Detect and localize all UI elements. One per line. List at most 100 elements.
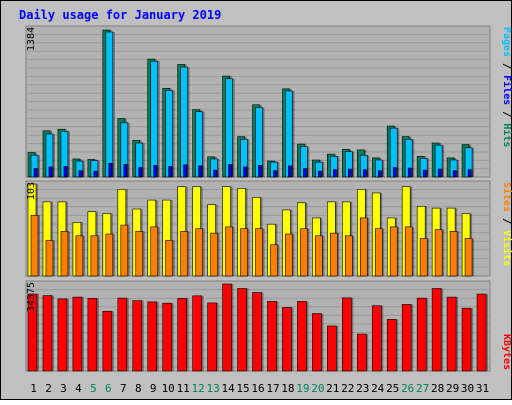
day-label: 12 [191,382,204,395]
pages-bar-shadow [455,170,459,177]
sites-visits-panel [25,180,491,277]
kbytes-bar [162,302,173,372]
day-label: 31 [476,382,489,395]
pages-bar [183,164,187,178]
files-bar [150,60,159,178]
kbytes-bar [222,283,232,372]
pages-bar-shadow [140,167,144,177]
kbytes-bar [342,297,352,372]
legend-visits: Visits [501,230,512,266]
kbytes-bar [237,288,247,372]
pages-bar-shadow [425,170,429,177]
pages-bar [228,163,232,178]
kbytes-bar [297,301,307,372]
day-label: 27 [416,382,429,395]
day-label: 14 [221,382,235,395]
sites-bar [90,235,99,277]
kbytes-bar [282,307,292,372]
pages-bar-shadow [470,169,474,177]
day-label: 2 [45,382,52,395]
day-label: 26 [401,382,414,395]
kbytes-bar [267,301,277,372]
day-label: 24 [371,382,385,395]
day-label: 13 [206,382,219,395]
sites-bar [359,217,368,277]
pages-bar-shadow [305,168,309,177]
files-bar [180,66,188,178]
day-label: 8 [135,382,142,395]
sites-bar [150,226,159,277]
kbytes-bar [42,295,53,372]
legend-hits: Hits [501,123,512,147]
hits-ymax-label: 1384 [26,27,37,51]
kbytes-bar [27,293,38,372]
day-label: 7 [120,382,127,395]
day-label: 28 [431,382,444,395]
sites-bar [60,231,69,277]
legend-pages: Pages [501,27,512,57]
pages-bar-shadow [50,166,54,177]
pages-bar-shadow [440,169,444,177]
pages-bar-shadow [245,166,249,177]
day-label: 6 [105,382,112,395]
pages-bar-shadow [125,164,129,177]
sites-bar [180,231,188,277]
sites-bar [210,232,218,277]
day-label: 9 [150,382,157,395]
sites-bar [389,226,398,277]
kbytes-bar [461,307,472,372]
sites-bar [105,233,114,277]
pages-bar-shadow [65,166,69,177]
legend-sep: / [501,212,512,230]
day-label: 17 [266,382,279,395]
kbytes-bar [431,288,442,372]
pages-bar [78,170,83,178]
sites-bar [270,244,278,277]
pages-bar [318,170,322,178]
sites-bar [300,228,308,277]
sites-bar [45,239,54,277]
sites-bar [315,235,323,277]
day-label: 23 [356,382,369,395]
sites-bar [225,226,233,277]
kbytes-bar [57,298,68,372]
pages-bar-shadow [380,170,384,177]
day-label: 10 [162,382,175,395]
sites-bar [404,226,413,277]
kbytes-bar [401,304,412,372]
pages-bar [467,169,472,178]
sites-visits-legend: Sites / Visits [501,182,512,266]
kbytes-bar [416,297,427,372]
sites-bar [330,232,338,277]
pages-bar [63,166,68,178]
pages-bar-shadow [170,166,174,177]
sites-bar [345,235,353,277]
day-label: 1 [30,382,37,395]
day-label: 19 [296,382,309,395]
pages-bar [108,162,113,178]
sites-bar [165,239,174,277]
kbytes-bar [102,310,113,372]
pages-bar [48,166,53,178]
pages-bar [258,165,262,178]
pages-bar [168,166,173,178]
day-axis: 1 2 3 4 5 6 7 8 9 10 11 12 13 14 15 16 17 18 19 20 21 22 23 24 2… [30,382,489,395]
pages-bar [138,167,143,178]
sites-bar [449,231,458,277]
pages-bar-shadow [335,169,339,177]
sites-bar [434,229,443,277]
day-label: 20 [311,382,324,395]
legend-sites: Sites [501,182,512,212]
day-label: 21 [326,382,339,395]
sites-bar [195,228,203,277]
kbytes-bar [207,302,217,372]
pages-bar-shadow [110,163,114,177]
sites-bar [285,233,293,277]
pages-bar [273,170,277,178]
legend-files: Files [501,75,512,105]
pages-bar-shadow [350,169,354,177]
kbytes-bar [327,325,337,372]
kbytes-bar [312,313,322,372]
